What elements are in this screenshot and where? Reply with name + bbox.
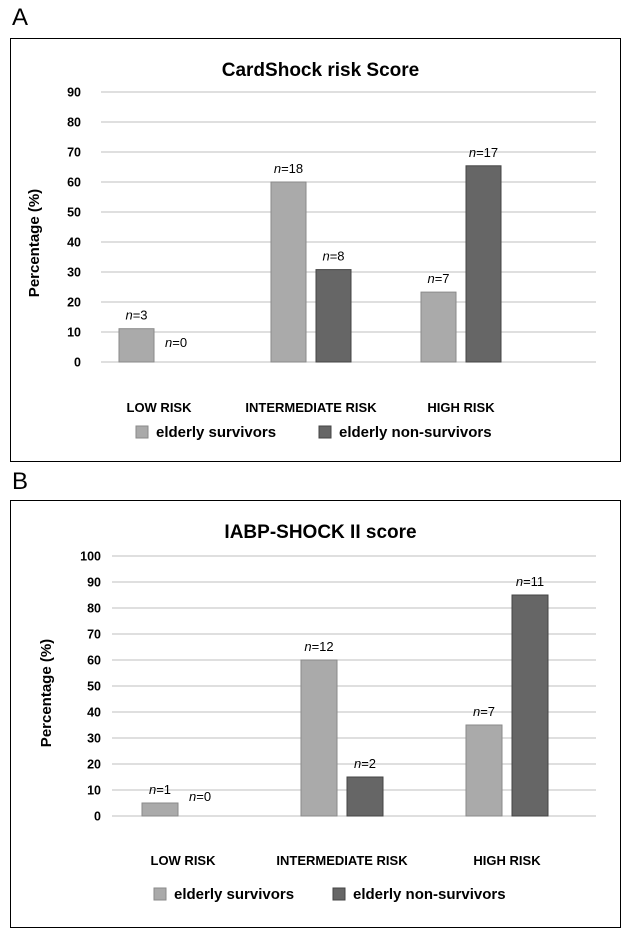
legend-swatch (332, 887, 346, 901)
legend-label: elderly survivors (174, 886, 294, 903)
bar (465, 724, 503, 817)
panel-b-letter: B (12, 468, 29, 495)
y-tick-label: 40 (87, 706, 101, 720)
y-tick-label: 30 (87, 732, 101, 746)
data-label: n=7 (427, 271, 449, 286)
y-tick-label: 90 (87, 576, 101, 590)
data-label: n=17 (469, 145, 498, 160)
y-tick-label: 90 (67, 86, 81, 100)
y-tick-label: 80 (87, 602, 101, 616)
chart-cardshock: CardShock risk Score 0 10 20 30 40 50 60 70 80 90 P… (26, 60, 596, 441)
panel-b-frame: IABP-SHOCK II score 0 10 20 30 40 50 60 70 80 90 10… (10, 500, 621, 928)
y-tick-label: 60 (67, 176, 81, 190)
y-tick-label: 20 (87, 758, 101, 772)
bar (511, 594, 549, 817)
x-category-label: HIGH RISK (427, 400, 495, 415)
y-tick-label: 60 (87, 654, 101, 668)
bar (346, 776, 384, 817)
legend-swatch (135, 425, 149, 439)
bar (465, 165, 502, 363)
panel-a-frame: CardShock risk Score 0 10 20 30 40 50 60 70 80 90 P… (10, 38, 621, 462)
data-label: n=3 (125, 308, 147, 323)
bar (118, 328, 155, 363)
x-category-label: LOW RISK (151, 853, 217, 868)
y-axis-label: Percentage (%) (26, 189, 43, 297)
data-label: n=0 (189, 789, 211, 804)
y-tick-label: 50 (67, 206, 81, 220)
data-label: n=7 (473, 704, 495, 719)
data-label: n=18 (274, 161, 303, 176)
y-tick-label: 10 (87, 784, 101, 798)
chart-title: IABP-SHOCK II score (224, 522, 416, 543)
bar (300, 659, 338, 817)
data-label: n=1 (149, 782, 171, 797)
y-tick-label: 10 (67, 326, 81, 340)
data-label: n=12 (304, 639, 333, 654)
chart-title: CardShock risk Score (222, 60, 419, 81)
y-tick-label: 80 (67, 116, 81, 130)
data-label: n=8 (322, 249, 344, 264)
panel-a-letter: A (12, 4, 29, 31)
x-category-label: INTERMEDIATE RISK (276, 853, 408, 868)
bar (270, 181, 307, 363)
y-tick-label: 30 (67, 266, 81, 280)
data-label: n=0 (165, 335, 187, 350)
legend-swatch (318, 425, 332, 439)
y-tick-label: 70 (67, 146, 81, 160)
x-category-label: LOW RISK (127, 400, 193, 415)
y-tick-label: 0 (74, 356, 81, 370)
y-axis-label: Percentage (%) (38, 639, 55, 747)
y-tick-label: 100 (80, 550, 101, 564)
legend-label: elderly non-survivors (339, 424, 492, 441)
y-tick-label: 20 (67, 296, 81, 310)
y-tick-label: 50 (87, 680, 101, 694)
y-tick-label: 70 (87, 628, 101, 642)
y-tick-label: 40 (67, 236, 81, 250)
chart-iabp-shock: IABP-SHOCK II score 0 10 20 30 40 50 60 70 80 90 10… (38, 522, 596, 903)
bar (141, 802, 179, 817)
legend-swatch (153, 887, 167, 901)
data-label: n=2 (354, 756, 376, 771)
data-label: n=11 (516, 574, 544, 589)
legend-label: elderly survivors (156, 424, 276, 441)
x-category-label: INTERMEDIATE RISK (245, 400, 377, 415)
y-tick-label: 0 (94, 810, 101, 824)
legend-label: elderly non-survivors (353, 886, 506, 903)
bar (420, 291, 457, 363)
x-category-label: HIGH RISK (473, 853, 541, 868)
bar (315, 269, 352, 363)
